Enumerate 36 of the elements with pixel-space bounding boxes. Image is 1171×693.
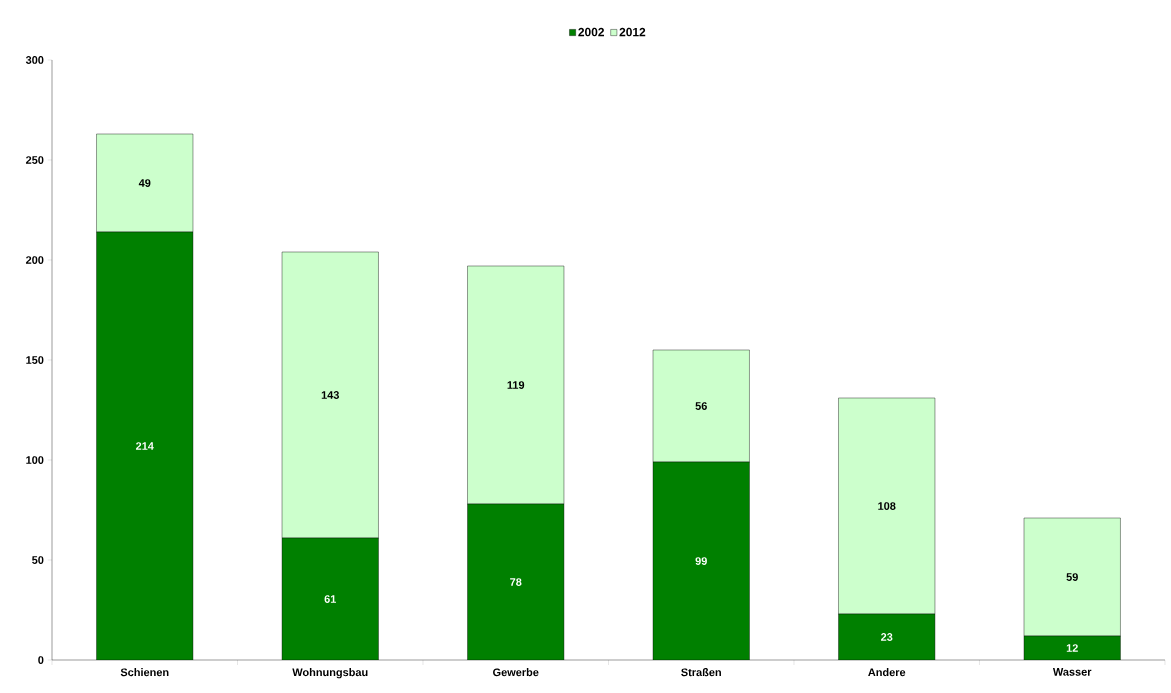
bar <box>467 265 565 505</box>
x-tick-label: Straßen <box>681 668 721 677</box>
y-tick-label: 0 <box>38 656 44 664</box>
data-label: 23 <box>881 633 893 641</box>
data-label: 12 <box>1066 644 1078 652</box>
x-tick-label: Andere <box>868 668 906 677</box>
bar <box>838 397 936 615</box>
bar <box>282 538 379 660</box>
data-label: 143 <box>321 391 339 399</box>
bar <box>838 614 935 660</box>
y-tick-label: 100 <box>26 456 44 464</box>
bar <box>281 251 379 539</box>
legend-label: 2002 <box>578 27 605 37</box>
data-label: 61 <box>324 595 337 603</box>
legend-label: 2012 <box>619 27 646 37</box>
y-tick-label: 200 <box>25 256 44 264</box>
bar <box>653 462 750 660</box>
x-tick-label: Wohnungsbau <box>292 668 368 679</box>
y-tick-label: 150 <box>26 356 44 364</box>
data-label: 214 <box>135 442 154 450</box>
x-tick-label: Gewerbe <box>493 668 539 677</box>
y-tick-label: 300 <box>25 56 44 64</box>
bar <box>96 232 193 660</box>
bar <box>652 349 750 463</box>
data-label: 56 <box>695 402 707 410</box>
data-label: 99 <box>695 557 707 565</box>
data-label: 108 <box>878 502 896 510</box>
y-tick-label: 250 <box>25 156 44 164</box>
data-label: 119 <box>507 381 525 389</box>
x-tick-label: Schienen <box>120 668 169 677</box>
data-label: 49 <box>138 179 151 187</box>
bar <box>467 504 564 660</box>
data-label: 59 <box>1066 573 1078 581</box>
data-label: 78 <box>510 578 522 586</box>
y-tick-label: 50 <box>32 556 44 564</box>
x-tick-label: Wasser <box>1052 668 1092 676</box>
